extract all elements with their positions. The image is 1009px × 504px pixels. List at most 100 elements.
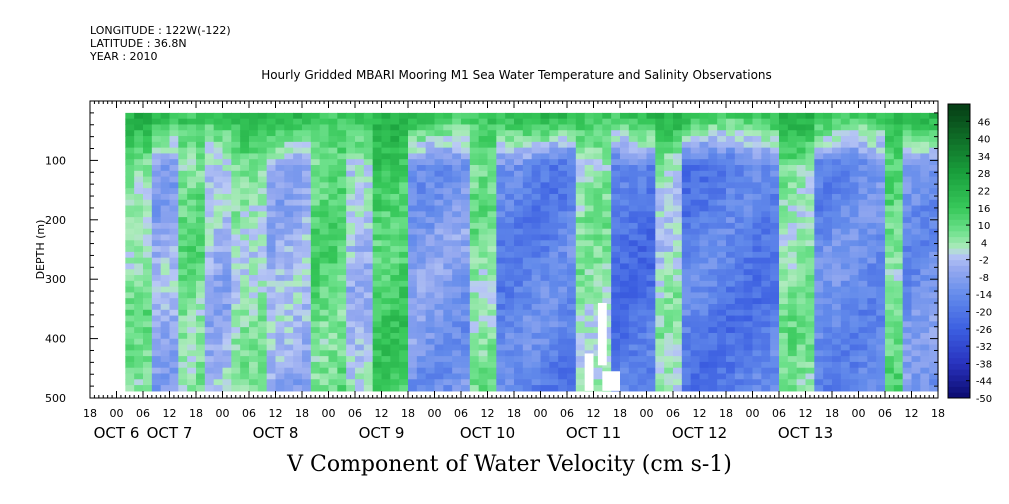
heatmap-cell (337, 257, 347, 265)
heatmap-cell (673, 263, 683, 270)
heatmap-cell (558, 211, 568, 218)
heatmap-cell (363, 136, 374, 143)
heatmap-cell (575, 130, 586, 137)
heatmap-cell (593, 367, 603, 375)
x-hour-label: 00 (746, 407, 760, 420)
heatmap-cell (310, 222, 321, 230)
heatmap-cell (178, 153, 188, 160)
heatmap-cell (284, 292, 294, 299)
heatmap-cell (284, 188, 294, 195)
heatmap-cell (522, 240, 533, 247)
heatmap-cell (620, 136, 630, 143)
heatmap-cell (319, 280, 330, 288)
heatmap-cell (920, 112, 930, 120)
heatmap-cell (531, 147, 542, 155)
heatmap-cell (293, 373, 303, 380)
heatmap-cell (540, 147, 550, 155)
heatmap-cell (461, 246, 471, 253)
heatmap-cell (496, 228, 506, 236)
heatmap-cell (681, 246, 692, 253)
heatmap-cell (125, 385, 135, 392)
heatmap-cell (434, 379, 444, 386)
heatmap-cell (540, 228, 550, 236)
heatmap-cell (584, 251, 595, 259)
heatmap-cell (240, 275, 250, 282)
heatmap-cell (885, 350, 895, 357)
heatmap-cell (558, 176, 568, 183)
heatmap-cell (761, 159, 771, 166)
heatmap-cell (390, 246, 400, 253)
heatmap-cell (858, 385, 868, 392)
heatmap-cell (240, 246, 250, 253)
heatmap-cell (593, 165, 603, 172)
colorbar-band (948, 236, 970, 243)
heatmap-cell (505, 217, 515, 224)
heatmap-cell (143, 344, 153, 351)
heatmap-cell (496, 257, 506, 265)
heatmap-cell (266, 292, 277, 299)
heatmap-cell (637, 251, 648, 259)
heatmap-cell (381, 356, 391, 363)
heatmap-cell (452, 182, 462, 189)
heatmap-cell (867, 338, 877, 346)
heatmap-cell (249, 350, 259, 357)
heatmap-cell (169, 182, 179, 189)
heatmap-cell (620, 222, 630, 230)
heatmap-cell (770, 292, 780, 299)
heatmap-cell (840, 136, 851, 143)
heatmap-cell (416, 286, 427, 294)
heatmap-cell (655, 170, 665, 178)
heatmap-cell (355, 165, 365, 172)
heatmap-cell (531, 269, 542, 276)
heatmap-cell (143, 176, 153, 183)
heatmap-cell (496, 141, 506, 149)
heatmap-cell (355, 118, 365, 126)
heatmap-cell (531, 344, 542, 351)
heatmap-cell (284, 222, 294, 230)
heatmap-cell (240, 292, 250, 299)
year-label: YEAR : 2010 (90, 50, 158, 63)
heatmap-cell (478, 159, 489, 166)
heatmap-cell (257, 228, 268, 236)
heatmap-cell (575, 222, 586, 230)
heatmap-cell (752, 263, 762, 270)
heatmap-cell (240, 136, 250, 143)
heatmap-cell (567, 182, 577, 189)
heatmap-cell (134, 228, 144, 236)
heatmap-cell (257, 298, 268, 305)
heatmap-cell (240, 251, 250, 259)
heatmap-cell (893, 228, 904, 236)
heatmap-cell (567, 199, 577, 207)
heatmap-cell (805, 304, 815, 311)
heatmap-cell (787, 205, 798, 212)
heatmap-cell (690, 327, 701, 334)
heatmap-cell (416, 315, 427, 322)
heatmap-cell (611, 332, 621, 340)
heatmap-cell (425, 263, 436, 270)
heatmap-cell (196, 373, 206, 380)
heatmap-cell (575, 309, 586, 317)
heatmap-cell (920, 136, 930, 143)
heatmap-cell (690, 147, 701, 155)
heatmap-cell (876, 228, 886, 236)
heatmap-cell (646, 240, 656, 247)
heatmap-cell (699, 385, 709, 392)
heatmap-cell (628, 385, 639, 392)
heatmap-cell (363, 315, 374, 322)
heatmap-cell (399, 222, 409, 230)
heatmap-cell (399, 292, 409, 299)
heatmap-cell (796, 136, 807, 143)
heatmap-cell (505, 124, 515, 131)
heatmap-cell (425, 269, 436, 276)
heatmap-cell (787, 124, 798, 131)
heatmap-cell (125, 234, 135, 241)
heatmap-cell (134, 240, 144, 247)
heatmap-cell (620, 304, 630, 311)
heatmap-cell (452, 153, 462, 160)
heatmap-cell (328, 304, 338, 311)
heatmap-cell (567, 350, 577, 357)
heatmap-cell (346, 344, 356, 351)
heatmap-cell (522, 147, 533, 155)
heatmap-cell (717, 263, 727, 270)
heatmap-cell (390, 240, 400, 247)
